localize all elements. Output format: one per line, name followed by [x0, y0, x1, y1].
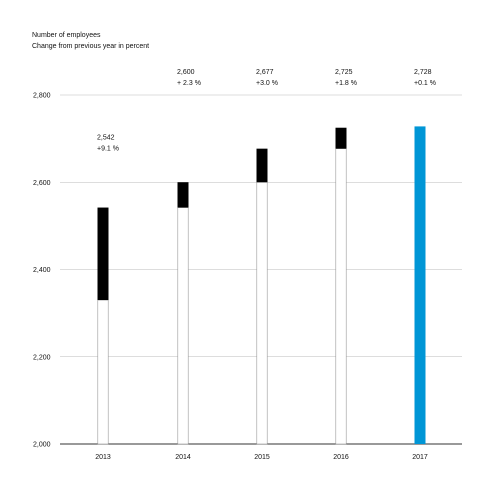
bar-base	[97, 299, 109, 445]
value-label: 2,728	[414, 69, 432, 76]
change-label: + 2.3 %	[177, 80, 201, 87]
change-label: +9.1 %	[97, 146, 119, 153]
change-label: +0.1 %	[414, 80, 436, 87]
bar-base	[256, 181, 268, 445]
x-tick-label: 2013	[95, 454, 111, 461]
chart-subtitle: Change from previous year in percent	[32, 43, 150, 50]
chart-title: Number of employees	[32, 32, 101, 39]
bar-increase	[97, 207, 109, 301]
y-tick-label: 2,200	[33, 354, 51, 361]
x-tick-label: 2015	[254, 454, 270, 461]
x-tick-label: 2016	[333, 454, 349, 461]
y-tick-label: 2,600	[33, 180, 51, 187]
bars	[97, 126, 426, 445]
y-axis-labels: 2,000 2,200 2,400 2,600 2,800	[33, 93, 51, 449]
value-label: 2,725	[335, 69, 353, 76]
value-label: 2,542	[97, 135, 115, 142]
y-tick-label: 2,400	[33, 267, 51, 274]
bar-increase	[256, 148, 268, 183]
bar-increase	[177, 182, 189, 208]
chart-header: Number of employees Change from previous…	[32, 30, 149, 52]
y-tick-label: 2,800	[33, 93, 51, 100]
x-axis-labels: 2013 2014 2015 2016 2017	[95, 454, 428, 461]
change-label: +3.0 %	[256, 80, 278, 87]
bar-highlight	[414, 126, 426, 444]
x-tick-label: 2017	[412, 454, 428, 461]
x-tick-label: 2014	[175, 454, 191, 461]
value-label: 2,600	[177, 69, 195, 76]
value-label: 2,677	[256, 69, 274, 76]
bar-base	[177, 207, 189, 445]
change-label: +1.8 %	[335, 80, 357, 87]
bar-base	[335, 148, 347, 445]
value-labels: 2,542 +9.1 % 2,600 + 2.3 % 2,677 +3.0 % 2,725 +…	[97, 69, 436, 153]
y-tick-label: 2,000	[33, 442, 51, 449]
bar-increase	[335, 127, 347, 149]
